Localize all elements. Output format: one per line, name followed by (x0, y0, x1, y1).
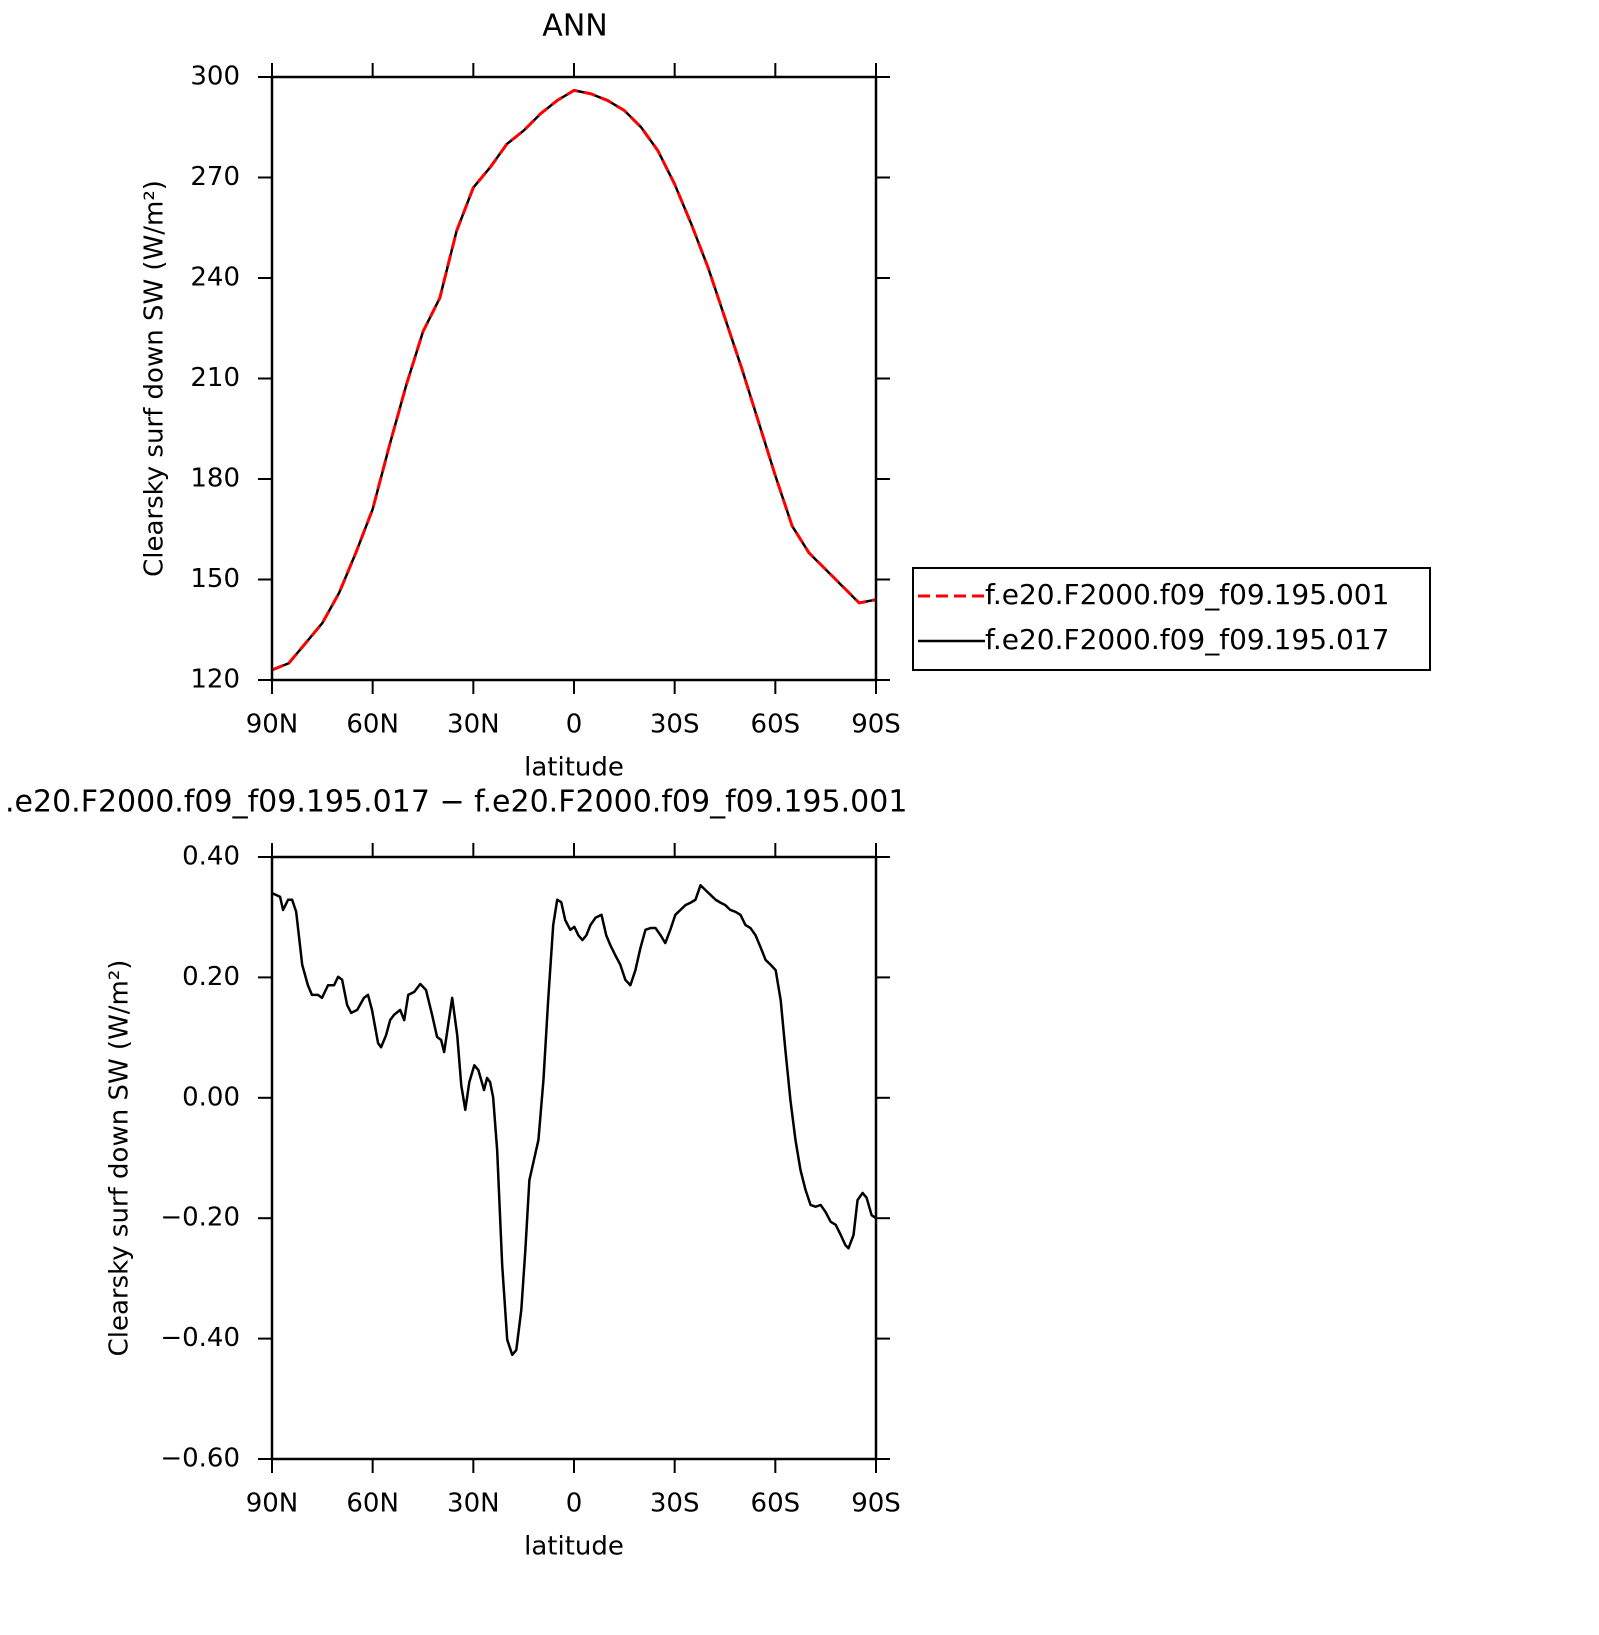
x-axis-label: latitude (524, 1532, 624, 1562)
y-axis-label: Clearsky surf down SW (W/m²) (140, 180, 170, 577)
plot-frame (270, 75, 878, 682)
y-tick-label: 300 (190, 62, 240, 92)
x-tick-label: 0 (566, 1489, 583, 1519)
x-tick-label: 60N (346, 710, 399, 740)
x-tick-label: 90N (246, 710, 299, 740)
legend-label: f.e20.F2000.f09_f09.195.001 (985, 578, 1389, 611)
y-tick-label: 180 (190, 464, 240, 494)
y-tick-label: −0.60 (160, 1444, 240, 1474)
series-line (271, 884, 877, 1357)
chart-title: ANN (542, 9, 607, 44)
y-tick-label: −0.40 (160, 1323, 240, 1353)
x-tick-label: 90S (851, 710, 901, 740)
x-tick-label: 30S (650, 710, 700, 740)
y-tick-label: 0.20 (182, 962, 240, 992)
x-tick-label: 60S (751, 710, 801, 740)
x-tick-label: 60N (346, 1489, 399, 1519)
y-tick-label: −0.20 (160, 1203, 240, 1233)
legend-label: f.e20.F2000.f09_f09.195.017 (985, 623, 1389, 656)
legend-box (912, 567, 1431, 671)
x-axis-label: latitude (524, 753, 624, 783)
x-tick-label: 90S (851, 1489, 901, 1519)
series-line (271, 88, 877, 672)
x-tick-label: 30N (447, 1489, 500, 1519)
series-line (271, 89, 877, 672)
y-tick-label: 120 (190, 665, 240, 695)
x-tick-label: 30N (447, 710, 500, 740)
y-tick-label: 0.40 (182, 842, 240, 872)
y-tick-label: 0.00 (182, 1082, 240, 1112)
y-tick-label: 240 (190, 263, 240, 293)
chart-title: .e20.F2000.f09_f09.195.017 − f.e20.F2000… (5, 785, 907, 820)
y-tick-label: 270 (190, 162, 240, 192)
x-tick-label: 0 (566, 710, 583, 740)
x-tick-label: 60S (751, 1489, 801, 1519)
x-tick-label: 30S (650, 1489, 700, 1519)
plot-frame (270, 855, 878, 1461)
y-axis-label: Clearsky surf down SW (W/m²) (105, 960, 135, 1357)
y-tick-label: 210 (190, 363, 240, 393)
y-tick-label: 150 (190, 564, 240, 594)
x-tick-label: 90N (246, 1489, 299, 1519)
